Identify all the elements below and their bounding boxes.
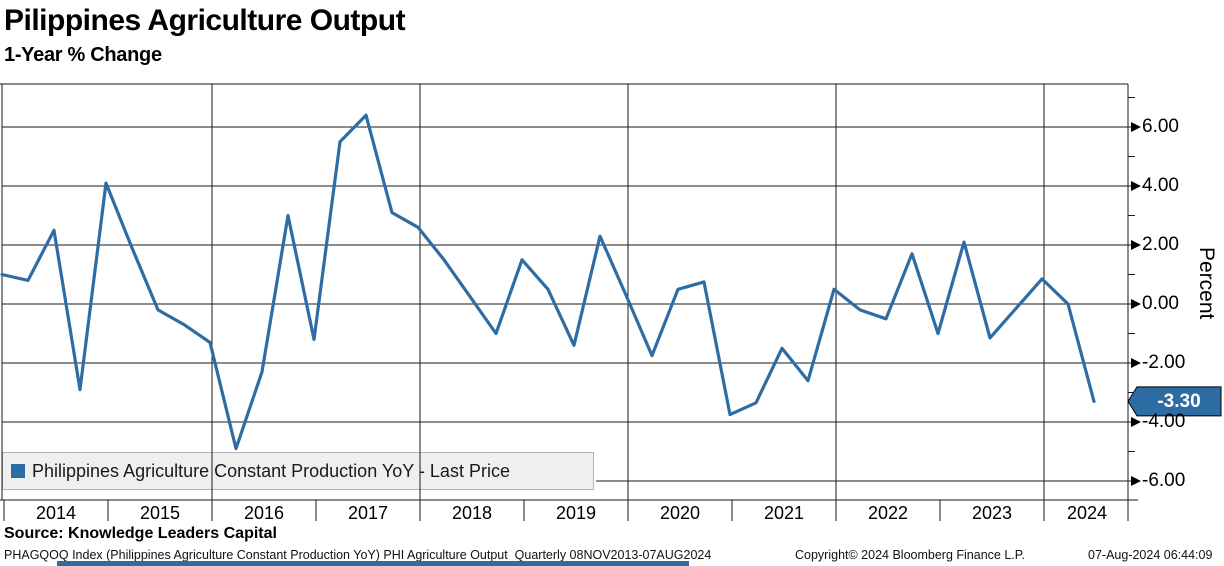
legend: Philippines Agriculture Constant Product… <box>2 452 594 490</box>
page-title: Pilippines Agriculture Output <box>4 4 406 37</box>
page-subtitle: 1-Year % Change <box>4 44 162 66</box>
x-year-label: 2018 <box>451 503 493 523</box>
x-year-label: 2016 <box>243 503 285 523</box>
x-year-label: 2017 <box>347 503 389 523</box>
source-attribution: Source: Knowledge Leaders Capital <box>4 525 277 542</box>
x-year-label: 2022 <box>867 503 909 523</box>
footer-timestamp: 07-Aug-2024 06:44:09 <box>1088 548 1213 562</box>
legend-marker-square-icon <box>11 464 25 478</box>
x-year-label: 2020 <box>659 503 701 523</box>
last-price-flag: -3.30 <box>1157 391 1201 412</box>
y-tick-arrow-icon <box>1131 240 1141 250</box>
y-tick-label: -2.00 <box>1142 352 1186 373</box>
y-tick-label: 4.00 <box>1142 175 1179 196</box>
x-year-label: 2015 <box>139 503 181 523</box>
y-axis-title: Percent <box>1195 247 1218 320</box>
y-tick-arrow-icon <box>1131 417 1141 427</box>
x-year-label: 2023 <box>971 503 1013 523</box>
y-tick-arrow-icon <box>1131 358 1141 368</box>
bottom-partial-bar <box>57 561 689 566</box>
y-tick-arrow-icon <box>1131 122 1141 132</box>
footer-copyright: Copyright© 2024 Bloomberg Finance L.P. <box>795 548 1025 562</box>
x-year-label: 2024 <box>1066 503 1108 523</box>
y-tick-label: -6.00 <box>1142 470 1186 491</box>
footer-index-description: PHAGQOQ Index (Philippines Agriculture C… <box>4 548 712 562</box>
y-tick-arrow-icon <box>1131 181 1141 191</box>
legend-series-label: Philippines Agriculture Constant Product… <box>32 460 510 481</box>
y-tick-label: 0.00 <box>1142 293 1179 314</box>
y-tick-label: 6.00 <box>1142 116 1179 137</box>
y-tick-arrow-icon <box>1131 299 1141 309</box>
x-year-label: 2021 <box>763 503 805 523</box>
series-line <box>0 113 1096 451</box>
y-tick-label: -4.00 <box>1142 411 1186 432</box>
x-year-label: 2019 <box>555 503 597 523</box>
y-tick-arrow-icon <box>1131 476 1141 486</box>
y-tick-label: 2.00 <box>1142 234 1179 255</box>
x-year-label: 2014 <box>35 503 77 523</box>
